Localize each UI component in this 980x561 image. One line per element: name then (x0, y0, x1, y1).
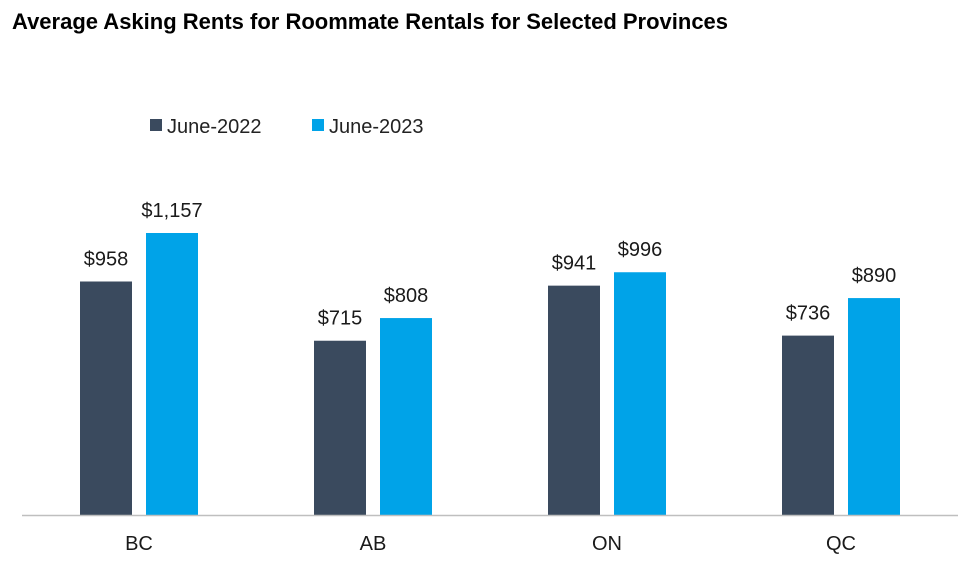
bars-layer (80, 233, 900, 515)
data-label: $1,157 (141, 200, 202, 222)
bar (614, 272, 666, 515)
data-label: $715 (318, 308, 363, 330)
x-tick-label: ON (592, 533, 622, 555)
data-label: $958 (84, 249, 129, 271)
legend-item: June-2022 (150, 116, 262, 138)
data-labels-layer: $958 $1,157 $715 $808 $941 $996 $736 $890 (84, 200, 897, 330)
bar (80, 281, 132, 515)
bar (548, 285, 600, 515)
chart-title: Average Asking Rents for Roommate Rental… (12, 9, 729, 34)
chart-legend: June-2022 June-2023 (150, 116, 424, 138)
legend-label: June-2023 (329, 116, 424, 138)
bar (782, 335, 834, 515)
data-label: $736 (786, 303, 831, 325)
bar (380, 318, 432, 515)
x-tick-label: BC (125, 533, 153, 555)
legend-swatch (312, 119, 324, 131)
data-label: $996 (618, 239, 663, 261)
data-label: $890 (852, 265, 897, 287)
x-axis-tick-labels: BC AB ON QC (125, 533, 856, 555)
data-label: $941 (552, 253, 597, 275)
legend-item: June-2023 (312, 116, 424, 138)
x-tick-label: AB (360, 533, 387, 555)
data-label: $808 (384, 285, 429, 307)
bar (848, 298, 900, 515)
x-tick-label: QC (826, 533, 856, 555)
legend-swatch (150, 119, 162, 131)
bar (146, 233, 198, 515)
bar (314, 340, 366, 515)
legend-label: June-2022 (167, 116, 262, 138)
